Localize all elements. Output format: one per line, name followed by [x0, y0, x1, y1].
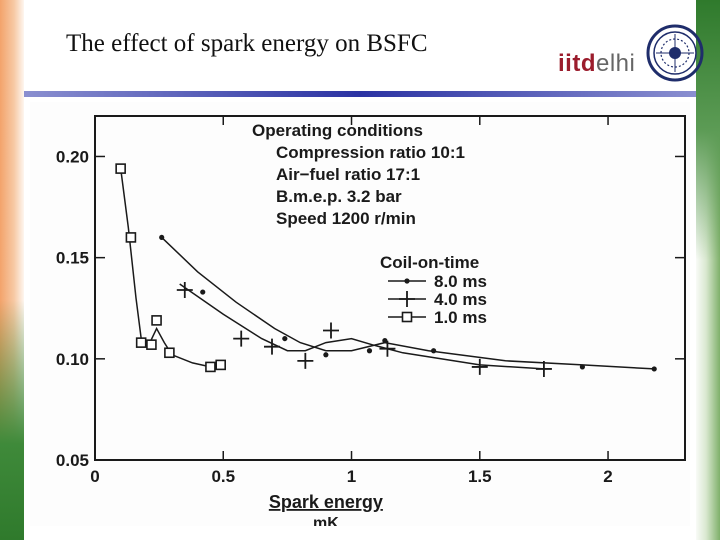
x-axis-label: Spark energy — [269, 492, 383, 512]
data-point-dot — [282, 335, 288, 342]
data-point-square — [146, 339, 157, 350]
data-point-dot — [200, 289, 206, 295]
x-axis-unit: mK — [313, 515, 339, 526]
logo-text-iit: iitd — [558, 50, 596, 77]
x-tick-label: 1 — [347, 467, 356, 486]
legend-marker-plus — [399, 291, 415, 307]
x-tick-label: 0.5 — [211, 467, 235, 486]
legend-label: 1.0 ms — [434, 308, 487, 327]
x-tick-label: 0 — [90, 467, 99, 486]
data-point-dot — [159, 234, 165, 241]
logo-text-delhi: elhi — [596, 50, 636, 77]
data-point-plus — [471, 358, 488, 375]
right-border-decoration — [694, 0, 720, 260]
y-tick-label: 0.05 — [56, 451, 89, 470]
y-tick-label: 0.20 — [56, 147, 89, 166]
conditions-annotation: Operating conditions — [252, 121, 423, 140]
data-point-plus — [379, 340, 396, 357]
y-tick-label: 0.15 — [56, 249, 89, 268]
data-point-dot — [382, 338, 388, 344]
x-tick-label: 1.5 — [468, 467, 492, 486]
data-point-dot — [579, 364, 585, 370]
plot-frame — [94, 115, 686, 461]
data-point-plus — [264, 338, 280, 355]
data-point-square — [215, 359, 226, 371]
legend-label: 8.0 ms — [434, 272, 487, 291]
institute-logo-text: iitdelhi — [558, 50, 635, 78]
title-divider — [24, 91, 696, 97]
data-point-dot — [651, 366, 657, 372]
data-point-dot — [366, 348, 373, 354]
data-point-square — [135, 337, 147, 348]
data-point-square — [115, 163, 126, 174]
conditions-annotation: Speed 1200 r/min — [276, 209, 416, 228]
bsfc-chart: 0 0.5 1 1.5 2 0.05 0.10 0.15 0.20 Spark energy mK O… — [30, 102, 690, 526]
data-point-square — [164, 347, 175, 359]
left-border-decoration — [0, 300, 26, 540]
series-line-plus — [179, 283, 544, 370]
chart-background — [30, 102, 690, 526]
slide-title: The effect of spark energy on BSFC — [66, 30, 428, 57]
data-point-square — [151, 315, 162, 326]
x-tick-label: 2 — [603, 467, 612, 486]
data-point-dot — [323, 352, 329, 358]
conditions-annotation: Compression ratio 10:1 — [276, 143, 465, 162]
data-point-plus — [176, 282, 193, 299]
data-point-plus — [323, 322, 339, 339]
conditions-annotation: Air−fuel ratio 17:1 — [276, 165, 420, 184]
data-point-plus — [535, 360, 552, 377]
legend-label: 4.0 ms — [434, 290, 487, 309]
y-tick-label: 0.10 — [56, 350, 89, 369]
series-line-square — [119, 168, 221, 368]
conditions-annotation: B.m.e.p. 3.2 bar — [276, 187, 402, 206]
legend-marker-dot — [404, 278, 410, 284]
legend-title: Coil-on-time — [380, 253, 479, 272]
data-point-plus — [233, 330, 250, 347]
data-point-plus — [297, 352, 314, 369]
legend-marker-square — [401, 311, 413, 323]
series-line-dot — [161, 236, 655, 370]
iit-delhi-emblem-icon — [646, 24, 704, 82]
data-point-square — [125, 232, 137, 243]
data-point-dot — [431, 348, 437, 354]
data-point-square — [205, 361, 216, 373]
